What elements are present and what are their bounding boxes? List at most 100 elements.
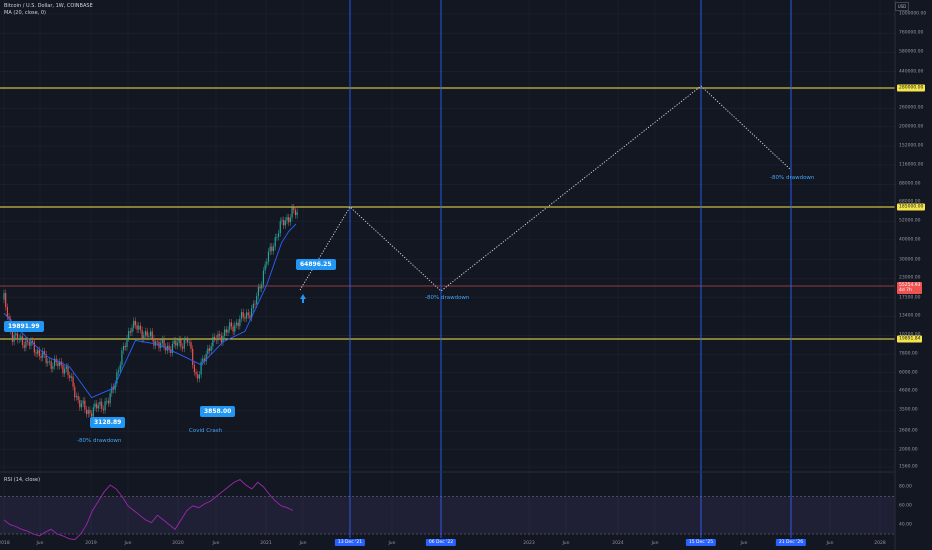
candle-body [188,342,190,343]
annotation-drawdown-2018[interactable]: -80% drawdown [77,438,122,444]
annotation-drawdown-2022[interactable]: -80% drawdown [425,295,470,301]
candle-body [237,322,239,327]
callout-low-2018[interactable]: 3128.89 [90,417,126,428]
candle-body [284,220,286,226]
up-arrow-icon[interactable] [300,294,306,303]
candle-body [6,306,8,317]
rsi-axis-label: 80.00 [899,484,912,490]
price-axis-label: 68000.00 [899,199,921,205]
candle-body [139,325,142,330]
candle-body [262,270,265,285]
candle-body [47,361,49,364]
candle-body [64,368,66,374]
candle-body [84,400,86,410]
price-axis-label: 2000.00 [899,447,918,453]
candle-body [168,345,170,350]
candle-body [5,293,7,307]
candle-body [245,312,248,319]
annotation-covid[interactable]: Covid Crash [189,428,223,434]
horizontal-levels[interactable] [0,87,895,340]
price-axis-label: 200000.00 [899,124,924,130]
candle-body [161,339,163,344]
candle-body [30,340,32,346]
candle-body [69,375,71,378]
projection-line[interactable] [299,85,792,292]
price-axis-label: 1560.00 [899,464,918,470]
ma-line [3,223,297,399]
candle-body [146,331,148,337]
price-axis-label: 23000.00 [899,275,921,281]
projection-path[interactable] [299,85,792,292]
candle-body [99,401,101,406]
callout-covid-low[interactable]: 3858.00 [200,406,236,417]
candle-body [256,296,258,305]
candle-body [21,336,24,345]
candle-body [26,340,29,342]
price-axis-label: 7800.00 [899,351,918,357]
date-tag-1: 13 Dec '21 [334,539,366,546]
candle-body [180,339,182,347]
candle-body [16,333,19,340]
candle-body [11,330,14,342]
callout-ath-2021[interactable]: 64896.25 [296,259,336,270]
candle-body [197,374,199,379]
rsi-axis-label: 40.00 [899,522,912,528]
price-axis-label: 580000.00 [899,49,924,55]
candle-body [185,339,187,341]
candle-body [193,365,195,373]
candle-body [176,342,179,346]
candle-body [217,334,219,341]
candle-body [52,366,54,369]
candle-body [207,348,209,354]
candle-body [8,316,10,320]
candle-body [276,237,278,238]
candle-body [124,345,126,348]
candle-body [144,331,147,336]
price-axis-label: 152000.00 [899,143,924,149]
candle-body [229,322,231,330]
candle-body [224,329,226,337]
candle-body [129,331,131,333]
candle-body [48,361,51,362]
candle-body [187,339,189,343]
chart-grid [0,0,895,536]
price-axis-label: 30000.00 [899,257,921,263]
candle-body [249,315,251,319]
candle-body [244,317,246,319]
ma-legend[interactable]: MA (20, close, 0) [4,10,47,16]
candle-body [178,339,180,343]
candle-body [212,336,214,347]
candle-body [89,409,91,414]
candle-body [232,326,234,332]
candle-body [94,403,96,408]
candle-body [114,383,116,390]
rsi-legend[interactable]: RSI (14, close) [4,477,41,483]
chart-legend: Bitcoin / U.S. Dollar, 1W, COINBASE MA (… [4,3,93,17]
annotation-drawdown-2026[interactable]: -80% drawdown [770,175,815,181]
candle-body [170,349,172,353]
candle-body [294,209,297,216]
candle-body [72,376,74,387]
candle-body [104,401,106,411]
candle-body [143,335,145,340]
candle-body [259,286,261,289]
candle-body [25,340,27,348]
candle-body [121,350,123,365]
callout-ath-2017[interactable]: 19891.99 [4,321,44,332]
date-tag-3: 15 Dec '25 [685,539,717,546]
candle-body [264,264,266,271]
rsi-axis-label: 60.00 [899,503,912,509]
currency-button[interactable]: USD [895,2,909,11]
candle-body [3,293,5,300]
price-tag-low-level: 19891.84 [897,335,923,343]
price-axis-label: 440000.00 [899,69,924,75]
vertical-markers[interactable] [349,0,792,538]
candle-body [141,329,143,340]
candle-body [257,286,259,297]
symbol-title[interactable]: Bitcoin / U.S. Dollar, 1W, COINBASE [4,3,93,9]
candle-body [38,350,40,357]
candle-body [32,340,34,342]
candle-body [261,284,263,289]
candle-body [165,346,167,351]
